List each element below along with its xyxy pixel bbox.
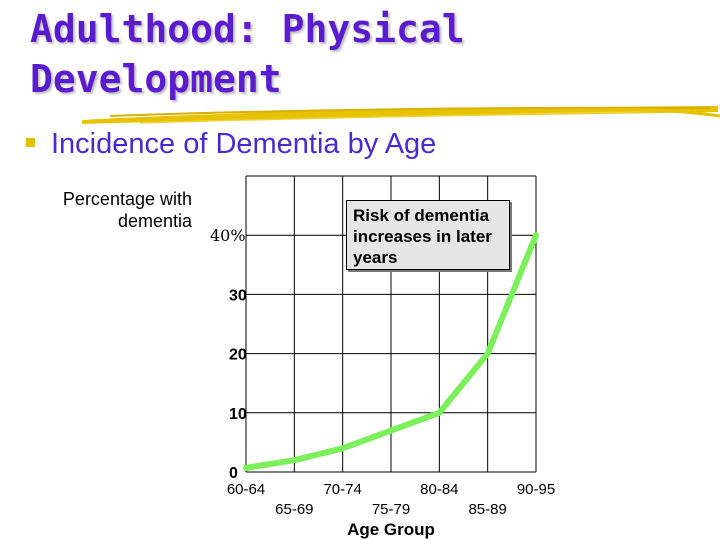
x-tick-label: 70-74 xyxy=(323,481,361,498)
x-tick-label: 65-69 xyxy=(275,501,313,518)
series-line xyxy=(243,232,539,471)
x-tick-label: 85-89 xyxy=(468,501,506,518)
bullet-text: Incidence of Dementia by Age xyxy=(51,128,437,160)
title-line-2: Development xyxy=(30,57,282,101)
bullet-item: Incidence of Dementia by Age xyxy=(26,128,436,161)
x-axis-label: Age Group xyxy=(347,520,435,539)
y-tick-label: 20 xyxy=(229,347,247,364)
annotation-callout: Risk of dementia increases in later year… xyxy=(346,200,510,270)
x-tick-label: 60-64 xyxy=(227,481,265,498)
title-line-1: Adulthood: Physical xyxy=(30,7,465,51)
y-tick-label: 10 xyxy=(229,406,247,423)
y-tick-label: 40% xyxy=(210,226,246,245)
y-axis-label: Percentage with dementia xyxy=(62,189,192,231)
bullet-square-icon xyxy=(26,137,35,147)
x-tick-label: 75-79 xyxy=(372,501,410,518)
x-tick-label: 90-95 xyxy=(517,481,555,498)
y-tick-label: 0 xyxy=(229,465,238,482)
slide-title: Adulthood: Physical Development xyxy=(30,4,465,104)
title-underline-swoosh xyxy=(82,106,720,124)
x-tick-label: 80-84 xyxy=(420,481,458,498)
y-tick-label: 30 xyxy=(229,287,247,304)
